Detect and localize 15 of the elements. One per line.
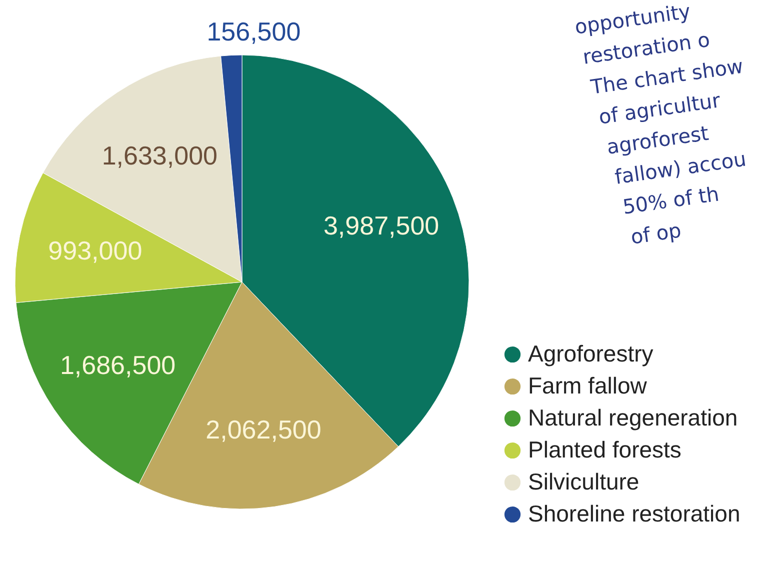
legend-label: Natural regeneration — [528, 404, 738, 430]
legend-label: Shoreline restoration — [528, 500, 740, 526]
data-label: 2,062,500 — [206, 414, 322, 444]
data-label: 1,686,500 — [60, 350, 176, 380]
data-label: 993,000 — [48, 235, 142, 266]
legend-label: Farm fallow — [528, 372, 648, 398]
data-label: 156,500 — [206, 16, 301, 46]
text: opportunity — [573, 0, 692, 39]
legend-label: Planted forests — [528, 436, 682, 462]
legend-label: Agroforestry — [528, 340, 654, 366]
data-label: 1,633,000 — [102, 140, 218, 171]
text: of op — [629, 218, 683, 249]
legend-label: Silviculture — [528, 468, 640, 494]
text: 50% of th — [621, 182, 721, 219]
data-label: 3,987,500 — [323, 210, 440, 240]
